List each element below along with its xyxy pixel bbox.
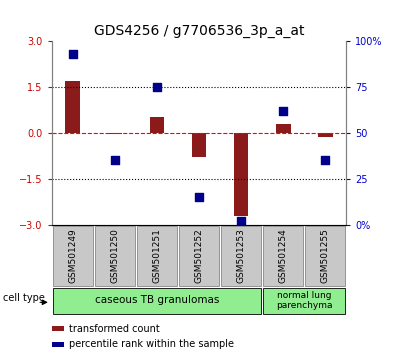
Bar	[53, 288, 261, 314]
Text: GSM501253: GSM501253	[236, 228, 246, 283]
Bar	[95, 226, 135, 285]
Bar	[52, 342, 64, 347]
Bar	[150, 118, 164, 133]
Point	[196, 194, 202, 200]
Text: GSM501252: GSM501252	[195, 228, 203, 283]
Point	[322, 158, 328, 163]
Text: GSM501255: GSM501255	[321, 228, 330, 283]
Bar	[276, 124, 291, 133]
Text: normal lung
parenchyma: normal lung parenchyma	[276, 291, 332, 310]
Bar	[179, 226, 219, 285]
Bar	[318, 133, 333, 137]
Bar	[305, 226, 345, 285]
Text: transformed count: transformed count	[69, 324, 160, 333]
Text: cell type: cell type	[3, 293, 45, 303]
Bar	[234, 133, 248, 216]
Title: GDS4256 / g7706536_3p_a_at: GDS4256 / g7706536_3p_a_at	[94, 24, 304, 38]
Text: GSM501254: GSM501254	[279, 228, 288, 283]
Bar	[263, 226, 303, 285]
Text: caseous TB granulomas: caseous TB granulomas	[95, 295, 219, 306]
Bar	[192, 133, 206, 157]
Bar	[137, 226, 177, 285]
Point	[238, 218, 244, 224]
Text: percentile rank within the sample: percentile rank within the sample	[69, 339, 234, 349]
Bar	[65, 81, 80, 133]
Text: GSM501249: GSM501249	[68, 228, 77, 283]
Point	[280, 108, 286, 114]
Bar	[53, 226, 93, 285]
Point	[70, 51, 76, 56]
Bar	[107, 133, 122, 134]
Bar	[221, 226, 261, 285]
Point	[154, 84, 160, 90]
Point	[112, 158, 118, 163]
Bar	[263, 288, 345, 314]
Text: GSM501251: GSM501251	[152, 228, 162, 283]
Bar	[52, 326, 64, 331]
Text: GSM501250: GSM501250	[110, 228, 119, 283]
